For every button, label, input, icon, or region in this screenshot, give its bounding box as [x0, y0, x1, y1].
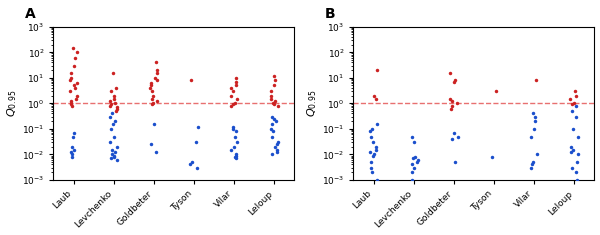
Y-axis label: $Q_{0.95}$: $Q_{0.95}$	[305, 90, 319, 117]
Text: B: B	[325, 7, 335, 21]
Y-axis label: $Q_{0.95}$: $Q_{0.95}$	[5, 90, 19, 117]
Text: A: A	[25, 7, 35, 21]
